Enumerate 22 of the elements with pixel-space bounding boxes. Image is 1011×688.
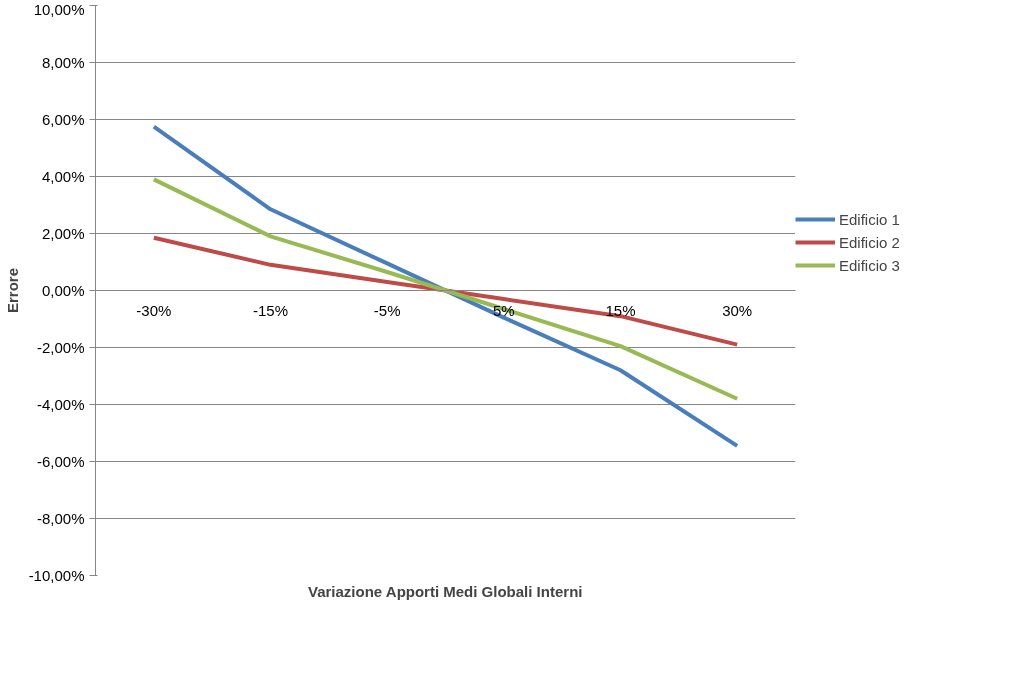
y-tick-label: 8,00% bbox=[41, 54, 85, 71]
y-tick-label: 0,00% bbox=[41, 282, 85, 299]
x-tick-label: -30% bbox=[136, 301, 172, 319]
legend-label: Edificio 3 bbox=[839, 256, 900, 274]
y-tick-label: -2,00% bbox=[36, 339, 85, 356]
y-tick-label: -4,00% bbox=[36, 396, 85, 413]
y-tick-label: -8,00% bbox=[36, 510, 85, 527]
y-tick-label: -10,00% bbox=[28, 567, 85, 584]
y-tick-label: 4,00% bbox=[41, 168, 85, 185]
legend-label: Edificio 2 bbox=[839, 233, 900, 251]
x-tick-label: 15% bbox=[605, 301, 636, 319]
y-axis-title: Errore bbox=[3, 267, 21, 314]
y-tick-label: -6,00% bbox=[36, 453, 85, 470]
x-tick-label: -15% bbox=[252, 301, 289, 319]
x-tick-label: 30% bbox=[722, 301, 753, 319]
y-tick-label: 10,00% bbox=[33, 0, 85, 18]
x-tick-label: 5% bbox=[492, 301, 515, 319]
y-tick-label: 6,00% bbox=[41, 111, 85, 128]
x-tick-label: -5% bbox=[373, 301, 401, 319]
legend-label: Edificio 1 bbox=[839, 210, 900, 228]
y-tick-label: 2,00% bbox=[41, 225, 85, 242]
x-axis-title: Variazione Apporti Medi Globali Interni bbox=[307, 582, 583, 600]
